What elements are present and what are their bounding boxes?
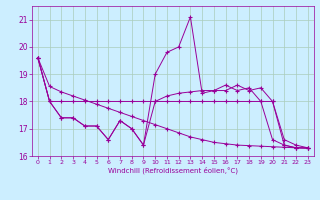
X-axis label: Windchill (Refroidissement éolien,°C): Windchill (Refroidissement éolien,°C) <box>108 167 238 174</box>
